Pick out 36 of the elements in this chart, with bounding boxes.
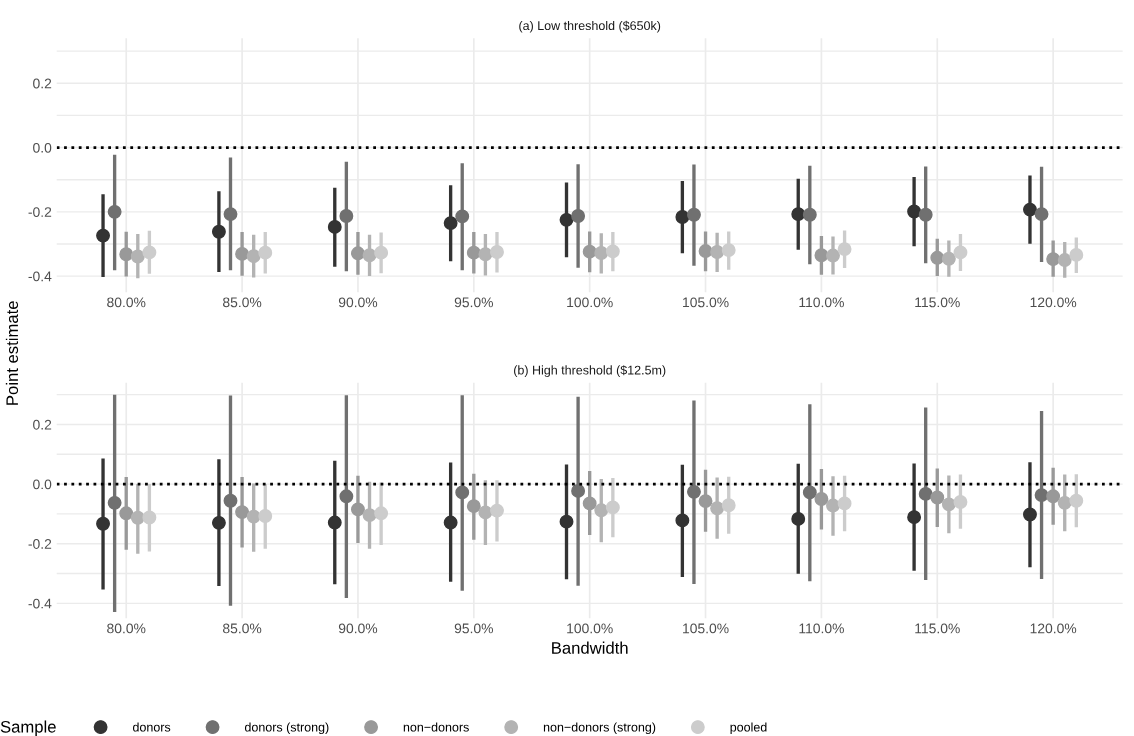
x-tick-label: 110.0% <box>799 297 844 308</box>
x-tick-label: 110.0% <box>799 623 844 634</box>
x-tick-label: 85.0% <box>223 623 262 634</box>
legend-title: Sample <box>0 720 56 736</box>
y-tick-label: 0.2 <box>33 78 52 89</box>
x-tick-label: 90.0% <box>338 623 378 634</box>
x-tick-label: 100.0% <box>567 297 613 308</box>
x-axis-title: Bandwidth <box>552 641 628 654</box>
y-tick-label: -0.4 <box>28 271 52 282</box>
y-tick-label: 0.0 <box>33 142 52 153</box>
legend-label: donors (strong) <box>244 722 329 735</box>
x-tick-label: 100.0% <box>567 623 613 634</box>
y-tick-label: -0.2 <box>28 539 52 549</box>
x-tick-label: 80.0% <box>107 623 146 634</box>
y-tick-label: -0.4 <box>28 598 52 609</box>
y-tick-label: -0.2 <box>28 207 52 218</box>
x-tick-label: 115.0% <box>915 623 960 634</box>
x-tick-label: 105.0% <box>683 623 729 634</box>
x-tick-label: 95.0% <box>454 297 494 308</box>
legend-label: non−donors <box>403 722 469 732</box>
x-tick-label: 85.0% <box>223 297 262 308</box>
x-tick-label: 115.0% <box>915 297 960 308</box>
x-tick-label: 105.0% <box>683 297 729 308</box>
y-tick-label: 0.2 <box>33 419 52 430</box>
x-tick-label: 120.0% <box>1030 623 1077 634</box>
y-tick-label: 0.0 <box>33 479 52 490</box>
legend-label: non−donors (strong) <box>543 722 656 735</box>
x-tick-label: 120.0% <box>1030 297 1077 308</box>
x-tick-label: 95.0% <box>454 623 494 634</box>
chart-title: (a) Low threshold ($650k) <box>519 20 661 33</box>
legend-label: donors <box>133 722 171 732</box>
y-axis-title: Point estimate <box>5 301 19 405</box>
x-tick-label: 90.0% <box>338 297 378 308</box>
chart-title: (b) High threshold ($12.5m) <box>514 365 666 377</box>
legend-label: pooled <box>730 722 767 735</box>
x-tick-label: 80.0% <box>107 297 146 308</box>
